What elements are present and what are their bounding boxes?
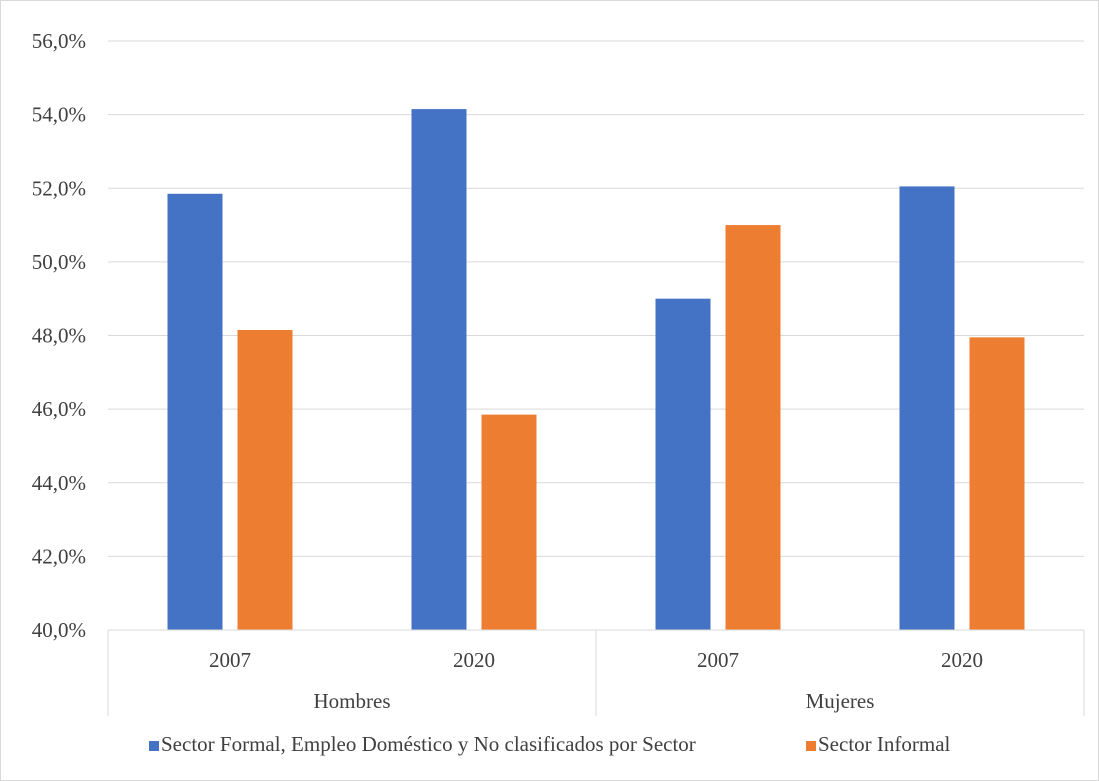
x-tick-label: 2020 bbox=[941, 648, 983, 672]
legend-swatch bbox=[806, 741, 816, 751]
legend-label: Sector Formal, Empleo Doméstico y No cla… bbox=[161, 732, 696, 756]
x-tick-label: 2020 bbox=[453, 648, 495, 672]
bar bbox=[167, 193, 223, 630]
bar bbox=[481, 414, 537, 630]
group-label: Mujeres bbox=[806, 689, 875, 713]
y-tick-label: 48,0% bbox=[32, 324, 86, 348]
y-tick-label: 46,0% bbox=[32, 397, 86, 421]
y-tick-label: 54,0% bbox=[32, 103, 86, 127]
y-tick-label: 52,0% bbox=[32, 176, 86, 200]
y-tick-label: 42,0% bbox=[32, 544, 86, 568]
y-tick-label: 56,0% bbox=[32, 29, 86, 53]
bar bbox=[969, 337, 1025, 630]
bar bbox=[899, 186, 955, 631]
legend-swatch bbox=[149, 741, 159, 751]
bar bbox=[725, 225, 781, 630]
bar bbox=[237, 329, 293, 630]
y-tick-label: 50,0% bbox=[32, 250, 86, 274]
bar bbox=[655, 298, 711, 630]
bar bbox=[411, 109, 467, 630]
y-tick-label: 40,0% bbox=[32, 618, 86, 642]
y-tick-label: 44,0% bbox=[32, 471, 86, 495]
x-tick-label: 2007 bbox=[697, 648, 739, 672]
legend-label: Sector Informal bbox=[818, 732, 951, 756]
group-label: Hombres bbox=[314, 689, 391, 713]
x-tick-label: 2007 bbox=[209, 648, 251, 672]
